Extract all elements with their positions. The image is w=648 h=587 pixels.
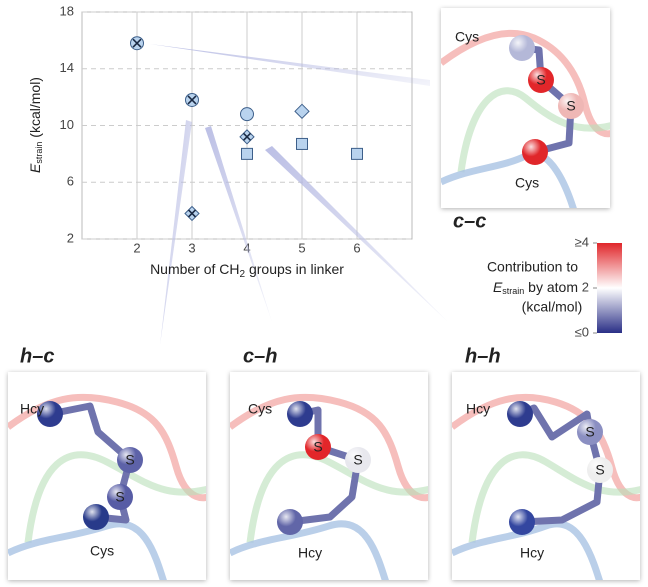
colorbar-title: (kcal/mol) — [522, 299, 583, 315]
residue-label: Hcy — [520, 545, 544, 561]
x-tick-label: 6 — [353, 240, 360, 255]
colorbar-title: Estrain by atom — [493, 279, 578, 297]
atom-shine — [558, 93, 584, 119]
point — [294, 103, 310, 120]
backbone-blue — [230, 520, 389, 580]
bond-stick — [518, 44, 575, 156]
atom-shine — [528, 67, 554, 93]
atom-shine — [305, 434, 331, 460]
panel-label: h–c — [20, 345, 54, 367]
atom-label: S — [313, 439, 322, 455]
atom-shine — [507, 401, 533, 427]
backbone-blue — [452, 520, 603, 580]
panel-content: S S Hcy Hcy — [452, 393, 640, 580]
atom-shine — [587, 457, 613, 483]
atom-label: S — [125, 452, 134, 468]
point — [351, 147, 363, 160]
marker-cross — [187, 95, 197, 105]
atom-shine — [287, 401, 313, 427]
colorbar-bar — [597, 243, 622, 333]
connector — [150, 44, 430, 86]
colorbar-title: Contribution to — [487, 259, 578, 275]
residue-label: Cys — [515, 175, 539, 191]
point — [240, 107, 254, 122]
atom-label: S — [585, 424, 594, 440]
colorbar-title-part: E — [493, 279, 503, 295]
connector — [205, 126, 272, 322]
x-label-sub: 2 — [240, 269, 246, 280]
atom-label: S — [566, 98, 575, 114]
atom-shine — [117, 447, 143, 473]
connectors — [150, 44, 448, 345]
x-tick-label: 2 — [133, 240, 140, 255]
residue-label: Cys — [90, 543, 114, 559]
panel: S S Hcy Hcy — [452, 372, 640, 580]
x-axis-label: Number of CH2 groups in linker — [150, 261, 344, 280]
x-tick-label: 3 — [188, 240, 195, 255]
atom-shine — [37, 401, 63, 427]
connector — [160, 120, 192, 345]
residue-label: Hcy — [298, 545, 322, 561]
colorbar-title-part: by atom — [524, 279, 578, 295]
panel-content: S S Cys Hcy — [230, 393, 428, 580]
backbone-blue — [8, 520, 167, 580]
point — [296, 137, 308, 150]
grid: 2345626101418 — [60, 3, 412, 255]
y-tick-label: 18 — [60, 3, 74, 18]
atom-shine — [277, 509, 303, 535]
residue-label: Hcy — [20, 401, 44, 417]
backbone-green — [24, 451, 206, 543]
atom-label: S — [115, 489, 124, 505]
panel: S S Cys Hcy — [230, 372, 428, 580]
atom-shine — [83, 504, 109, 530]
atom-shine — [522, 139, 548, 165]
point — [241, 147, 253, 160]
y-label-part: (kcal/mol) — [27, 77, 43, 142]
panel-label: c–c — [453, 210, 486, 232]
colorbar: Contribution to Estrain by atom (kcal/mo… — [487, 234, 622, 339]
panel-content: S S Cys Cys — [441, 29, 610, 208]
atom-label: S — [536, 72, 545, 88]
residue-label: Hcy — [466, 401, 490, 417]
panel: S S Hcy Cys — [8, 372, 206, 580]
atom-label: S — [595, 462, 604, 478]
atom-label: S — [353, 452, 362, 468]
colorbar-tick-label: ≥4 — [575, 234, 589, 249]
panel-label: h–h — [465, 345, 501, 367]
colorbar-tick-label: ≤0 — [575, 324, 589, 339]
y-label-sub: strain — [34, 142, 44, 164]
backbone-green — [468, 451, 640, 543]
y-label-part: E — [27, 163, 43, 173]
y-tick-label: 10 — [60, 117, 74, 132]
residue-label: Cys — [248, 401, 272, 417]
x-label-part: groups in linker — [245, 261, 344, 277]
marker-cross — [187, 209, 197, 218]
panel-label: c–h — [243, 345, 277, 367]
connector — [265, 146, 448, 322]
y-tick-label: 14 — [60, 60, 74, 75]
marker-cross — [242, 132, 252, 141]
atom-shine — [509, 35, 535, 61]
y-axis-label: Estrain (kcal/mol) — [27, 77, 45, 173]
colorbar-title-sub: strain — [502, 286, 524, 296]
marker-cross — [132, 38, 142, 48]
marks — [130, 36, 363, 222]
x-label-part: Number of CH — [150, 261, 239, 277]
atom-shine — [577, 419, 603, 445]
x-tick-label: 5 — [298, 240, 305, 255]
y-tick-label: 6 — [67, 174, 74, 189]
y-tick-label: 2 — [67, 230, 74, 245]
residue-label: Cys — [455, 29, 479, 45]
atom-shine — [107, 484, 133, 510]
colorbar-tick-label: 2 — [582, 279, 589, 294]
atom-shine — [345, 447, 371, 473]
backbone-green — [246, 451, 428, 543]
panels: c–c S S Cys Cys h–c S S Hcy Cys c–h S S Cys Hcy h–h S S Hc… — [8, 8, 640, 580]
panel-content: S S Hcy Cys — [8, 393, 206, 580]
backbone-green — [457, 87, 610, 173]
panel: S S Cys Cys — [441, 8, 610, 208]
atom-shine — [509, 509, 535, 535]
